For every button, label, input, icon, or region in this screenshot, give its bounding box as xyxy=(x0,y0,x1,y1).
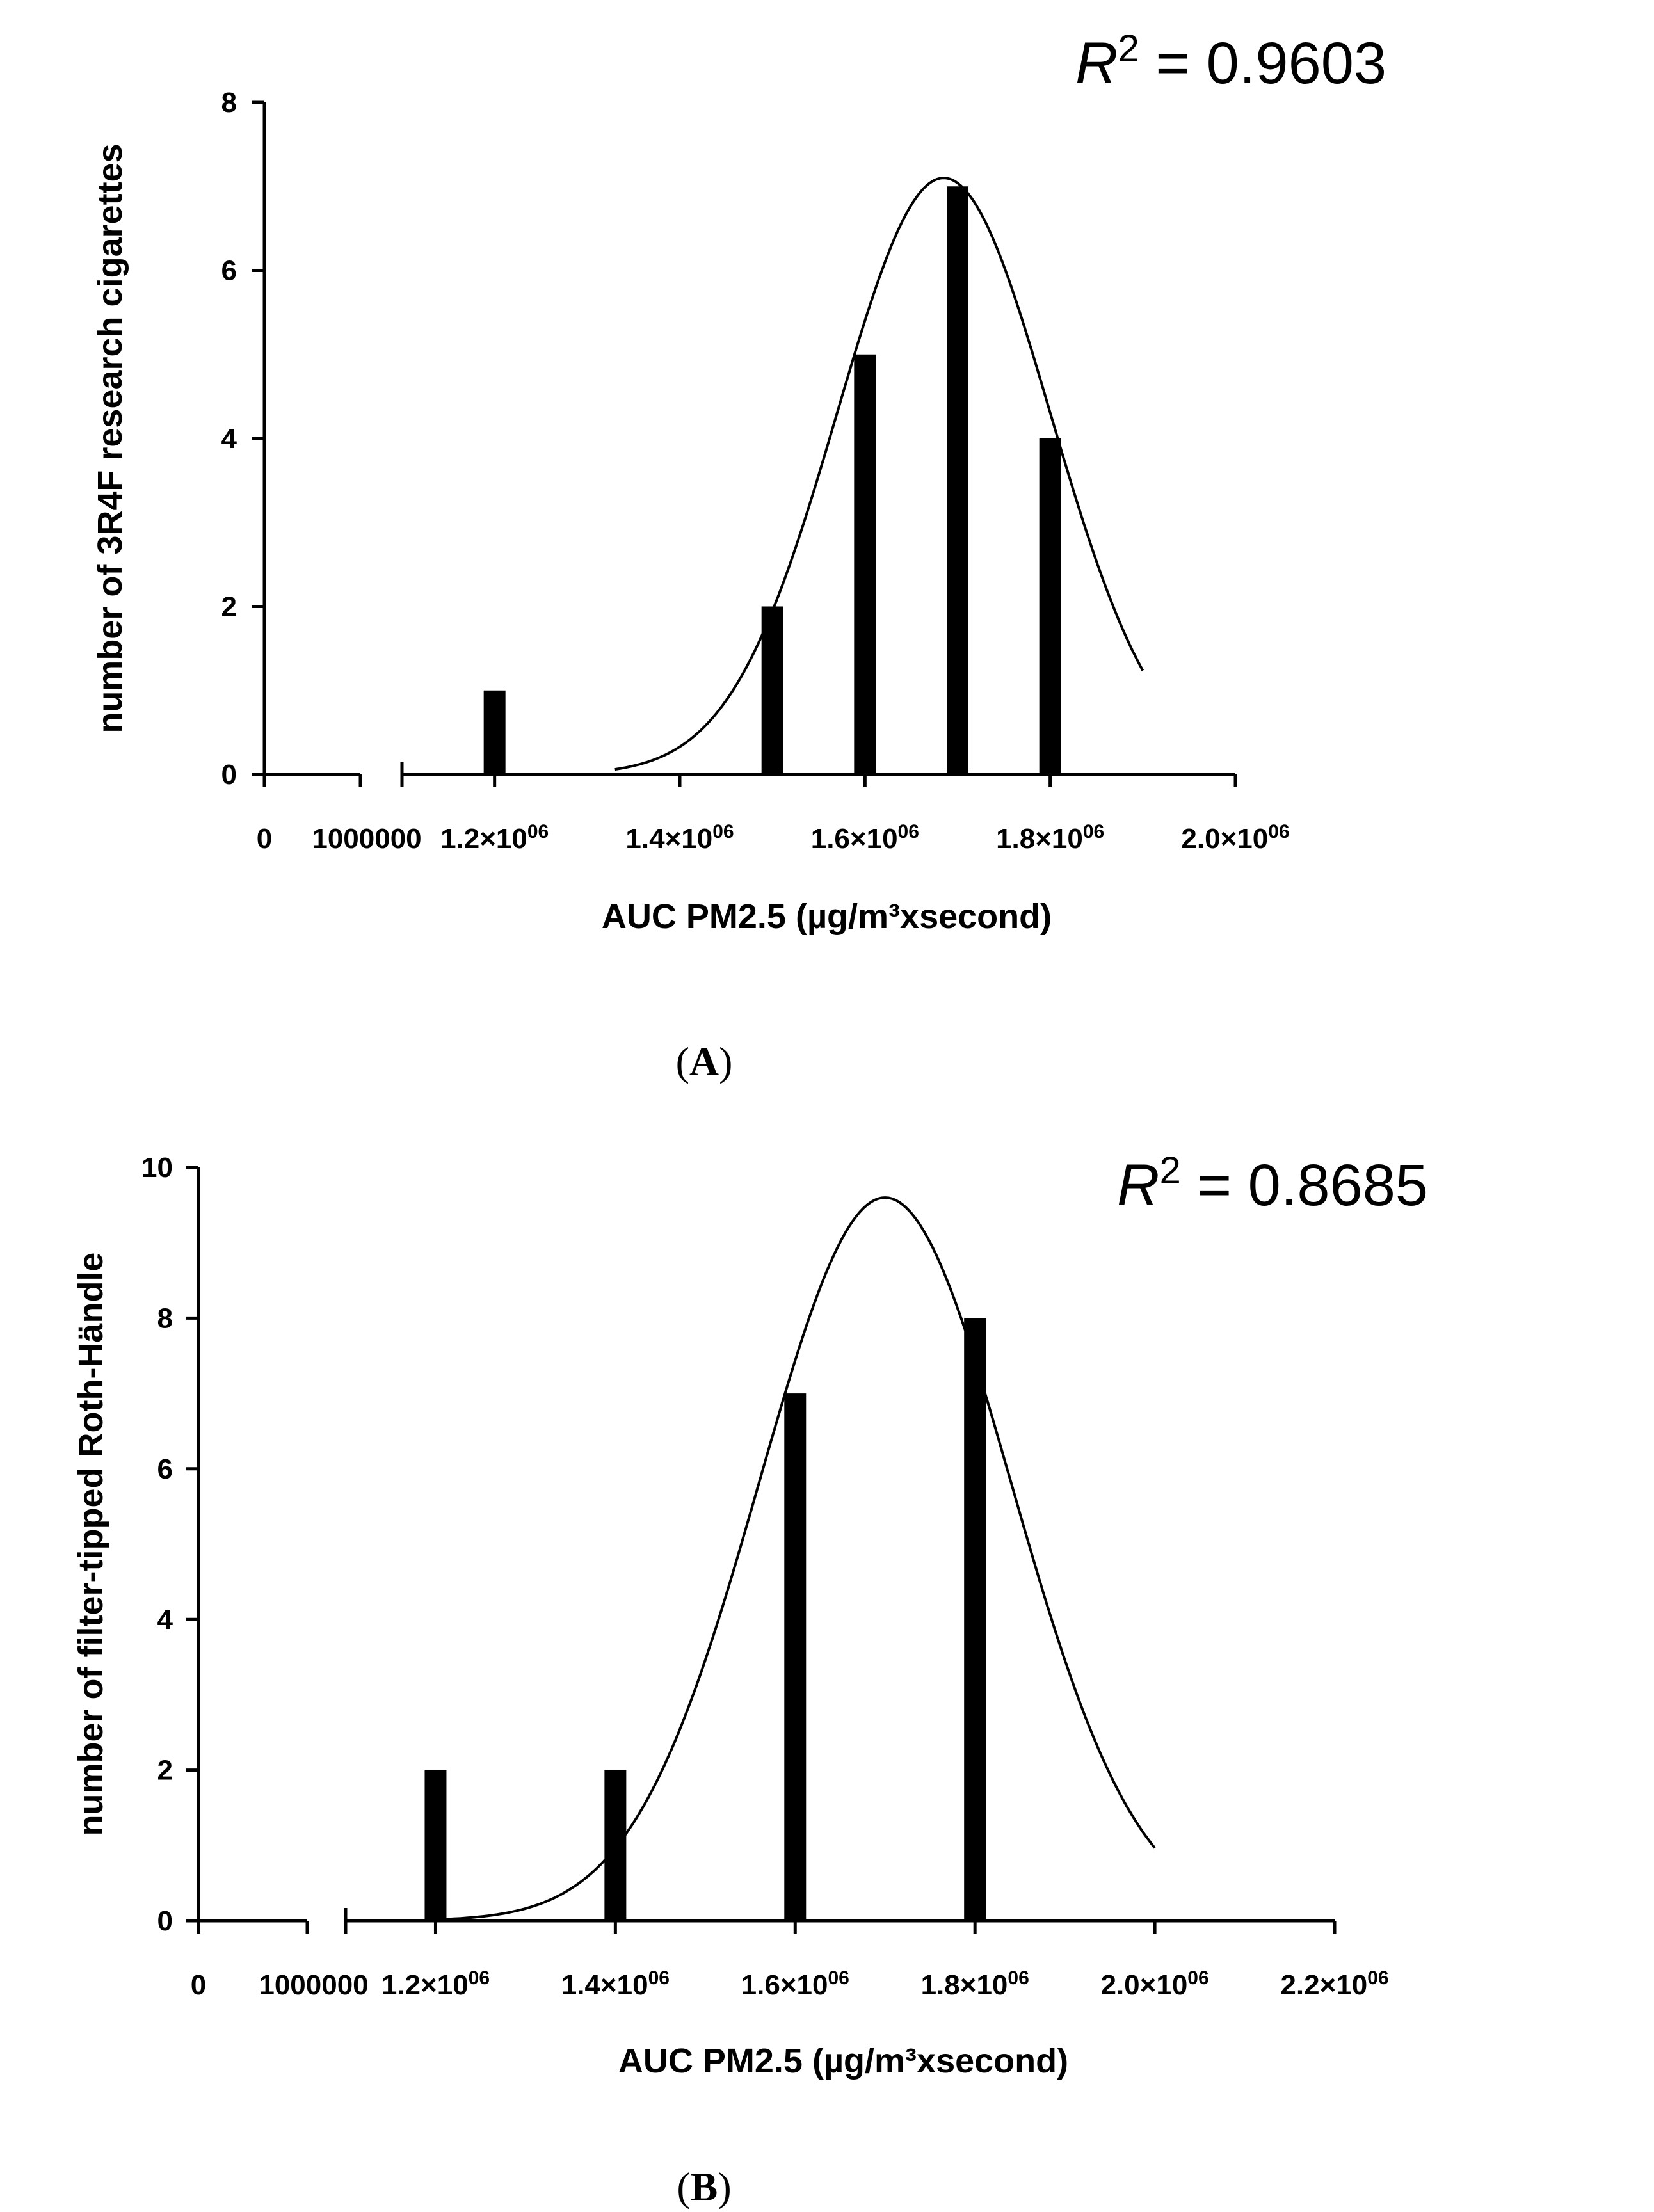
x-tick-label: 2.0×1006 xyxy=(1181,821,1289,854)
x-axis-title: AUC PM2.5 (µg/m³xsecond) xyxy=(618,2042,1068,2080)
panel-label: (B) xyxy=(677,2164,731,2209)
x-tick-label: 1.2×1006 xyxy=(440,821,549,854)
x-tick-mantissa: 2.0×10 xyxy=(1100,1969,1187,2001)
r-squared-exponent: 2 xyxy=(1118,27,1139,70)
r-squared-symbol: R xyxy=(1117,1153,1159,1218)
gaussian-fit-curve xyxy=(614,177,1144,771)
y-tick-label: 8 xyxy=(157,1302,173,1334)
histogram-bar xyxy=(964,1318,986,1921)
y-tick-label: 8 xyxy=(221,87,237,118)
x-tick-mantissa: 1.8×10 xyxy=(996,823,1083,854)
histogram-bar xyxy=(424,1770,447,1921)
x-tick-mantissa: 1.6×10 xyxy=(811,823,898,854)
y-tick-label: 10 xyxy=(141,1152,173,1183)
y-tick-label: 4 xyxy=(221,423,237,454)
y-tick-label: 2 xyxy=(157,1755,173,1786)
x-tick-mantissa: 1.6×10 xyxy=(741,1969,828,2001)
y-axis-title: number of filter-tipped Roth-Händle xyxy=(72,1253,110,1836)
y-tick-label: 0 xyxy=(221,759,237,790)
histogram-bar xyxy=(483,690,506,774)
x-tick-exponent: 06 xyxy=(648,1968,670,1989)
y-tick-label: 2 xyxy=(221,591,237,623)
x-tick-label: 1.8×1006 xyxy=(996,821,1104,854)
r-squared-symbol: R xyxy=(1075,31,1118,96)
y-tick-label: 6 xyxy=(157,1454,173,1485)
x-tick-exponent: 06 xyxy=(1008,1968,1029,1989)
r-squared-value: = 0.8685 xyxy=(1181,1153,1428,1218)
x-tick-label: 1.4×1006 xyxy=(625,821,734,854)
panel-letter: B xyxy=(691,2164,718,2209)
x-tick-label: 0 xyxy=(257,823,272,854)
r-squared-exponent: 2 xyxy=(1159,1149,1180,1192)
x-tick-label: 1.6×1006 xyxy=(811,821,919,854)
y-tick-label: 0 xyxy=(157,1905,173,1937)
x-tick-exponent: 06 xyxy=(1083,821,1104,842)
x-tick-label: 0 xyxy=(191,1969,206,2001)
x-tick-mantissa: 2.2×10 xyxy=(1280,1969,1367,2001)
panel-label: (A) xyxy=(676,1039,733,1084)
histogram-bar xyxy=(604,1770,627,1921)
y-tick-label: 6 xyxy=(221,255,237,287)
r-squared-value: = 0.9603 xyxy=(1139,31,1386,96)
y-axis-title: number of 3R4F research cigarettes xyxy=(91,143,129,733)
x-tick-mantissa: 1.2×10 xyxy=(381,1969,469,2001)
x-tick-exponent: 06 xyxy=(1367,1968,1388,1989)
histogram-bar xyxy=(1039,438,1061,774)
x-tick-exponent: 06 xyxy=(898,821,919,842)
x-tick-label: 2.2×1006 xyxy=(1280,1968,1388,2001)
gaussian-fit-curve xyxy=(435,1196,1156,1921)
x-tick-exponent: 06 xyxy=(1268,821,1289,842)
x-tick-exponent: 06 xyxy=(712,821,734,842)
x-tick-mantissa: 1.4×10 xyxy=(625,823,712,854)
x-tick-label: 1.8×1006 xyxy=(921,1968,1029,2001)
x-tick-mantissa: 1.4×10 xyxy=(561,1969,648,2001)
x-tick-label: 1.4×1006 xyxy=(561,1968,670,2001)
r-squared-annotation: R2 = 0.8685 xyxy=(1117,1149,1428,1218)
x-tick-label: 1.6×1006 xyxy=(741,1968,849,2001)
panel-letter: A xyxy=(689,1039,719,1084)
x-tick-label: 1000000 xyxy=(259,1969,368,2001)
y-tick-label: 4 xyxy=(157,1604,173,1635)
histogram-bar xyxy=(854,354,876,774)
x-tick-label: 2.0×1006 xyxy=(1100,1968,1208,2001)
x-axis-title: AUC PM2.5 (µg/m³xsecond) xyxy=(602,897,1052,936)
x-tick-exponent: 06 xyxy=(828,1968,849,1989)
x-tick-exponent: 06 xyxy=(469,1968,490,1989)
x-tick-exponent: 06 xyxy=(527,821,549,842)
x-tick-mantissa: 1.2×10 xyxy=(440,823,527,854)
x-tick-exponent: 06 xyxy=(1187,1968,1208,1989)
x-tick-mantissa: 2.0×10 xyxy=(1181,823,1268,854)
histogram-bar xyxy=(761,606,783,774)
histogram-bar xyxy=(947,186,968,774)
x-tick-label: 1000000 xyxy=(312,823,421,854)
x-tick-label: 1.2×1006 xyxy=(381,1968,490,2001)
r-squared-annotation: R2 = 0.9603 xyxy=(1075,27,1386,96)
x-tick-mantissa: 1.8×10 xyxy=(921,1969,1008,2001)
histogram-bar xyxy=(784,1393,807,1921)
